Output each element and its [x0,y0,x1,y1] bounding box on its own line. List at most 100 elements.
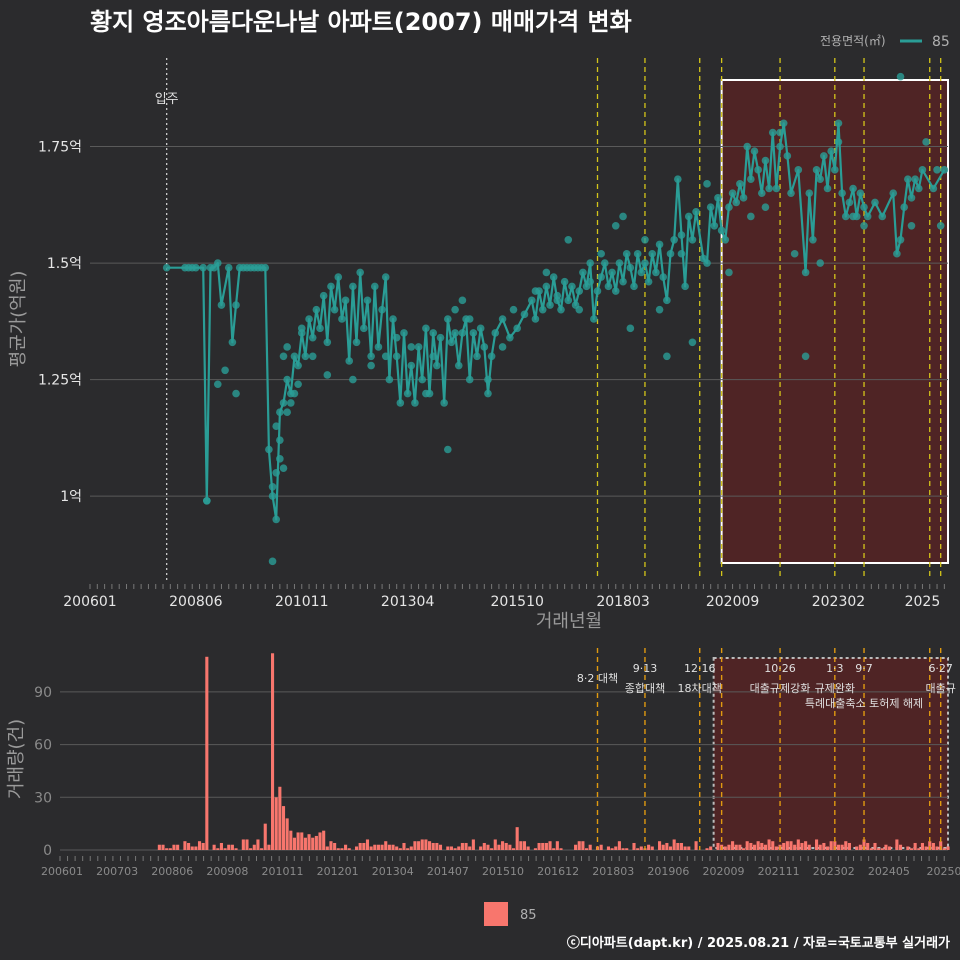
volume-bar [574,844,578,850]
trade-point [553,291,562,300]
price-point [392,352,401,361]
price-point [743,142,751,151]
volume-bar [771,841,775,850]
volume-bar [493,839,497,850]
volume-bar [406,848,410,850]
trade-point [297,324,306,333]
volume-bar [855,846,859,850]
price-point [684,212,693,221]
policy-label-sub: 대출규 [926,682,956,695]
price-point [228,338,237,347]
volume-bar [504,842,508,850]
price-point [389,315,397,323]
volume-x-tick-label: 201612 [537,865,579,878]
volume-highlight-box [712,657,949,849]
volume-x-tick-label: 202405 [868,865,910,878]
price-point [663,296,671,305]
price-point [370,282,379,291]
price-point [860,203,868,211]
price-point [411,399,419,407]
volume-bar [621,848,625,850]
price-point [422,324,430,333]
policy-label-sub: 대출규제강화 [750,682,811,695]
volume-bar [482,842,486,850]
trade-point [834,138,843,146]
volume-bar [552,848,556,850]
price-point [834,119,843,128]
trade-point [381,352,390,361]
volume-bar [333,842,337,850]
volume-bar [555,841,559,850]
volume-bar [212,844,216,850]
volume-bar [683,846,687,850]
policy-label: 12·16 [684,662,716,675]
trade-point [484,375,492,384]
volume-bar [223,848,227,850]
volume-bar [942,848,946,850]
price-point [710,221,719,230]
volume-bar [311,837,315,850]
trade-point [283,343,291,351]
volume-bar [920,842,924,850]
volume-bar [668,846,673,850]
trade-point [849,212,857,221]
trade-point [655,305,664,314]
price-point [506,333,514,342]
volume-bar [676,842,680,850]
price-point [338,315,346,323]
legend-title: 전용면적(㎡) [820,34,886,48]
trade-point [936,221,945,230]
volume-x-tick-label: 201304 [372,865,414,878]
volume-bar [687,846,691,850]
volume-bar [187,842,191,850]
volume-bar [325,846,329,850]
volume-x-tick-label: 201510 [482,865,524,878]
volume-bar [252,844,256,850]
price-point [652,268,660,277]
volume-bar [928,841,932,850]
trade-point [531,287,540,295]
price-point [407,361,416,370]
price-point [199,263,207,272]
trade-point [221,366,229,375]
credit-text: ⓒ디아파트(dapt.kr) / 2025.08.21 / 자료=국토교통부 실… [567,935,950,951]
volume-bar [172,844,176,850]
trade-point [761,203,770,211]
price-point [670,235,678,244]
volume-bar [307,834,311,850]
trade-point [323,371,332,379]
trade-point [465,315,474,323]
trade-point [703,180,711,188]
trade-point [542,268,551,277]
price-point [889,189,898,197]
volume-bar [825,846,830,850]
trade-point [725,268,733,277]
policy-label: 1·3 [826,662,844,675]
trade-point [283,408,291,417]
price-point [703,259,711,267]
trade-point [276,455,284,463]
volume-bar [869,848,873,850]
volume-bar [548,841,552,850]
volume-bar [906,846,910,850]
y-tick-label: 1.25억 [38,373,82,389]
policy-label: 6·27 [928,662,953,675]
volume-bar [402,842,406,850]
volume-bar [647,844,651,850]
trade-point [294,380,302,389]
price-point [476,324,485,333]
volume-bar [165,848,169,850]
price-point [747,175,755,183]
volume-bar [898,844,903,850]
price-point [721,235,730,244]
volume-bar [610,848,614,850]
price-point [593,287,602,295]
volume-bar [431,842,435,850]
price-point [385,375,394,384]
price-point [279,399,288,407]
price-point [863,212,872,221]
trade-point [586,277,594,286]
price-point [381,273,390,281]
volume-bar [420,839,424,850]
